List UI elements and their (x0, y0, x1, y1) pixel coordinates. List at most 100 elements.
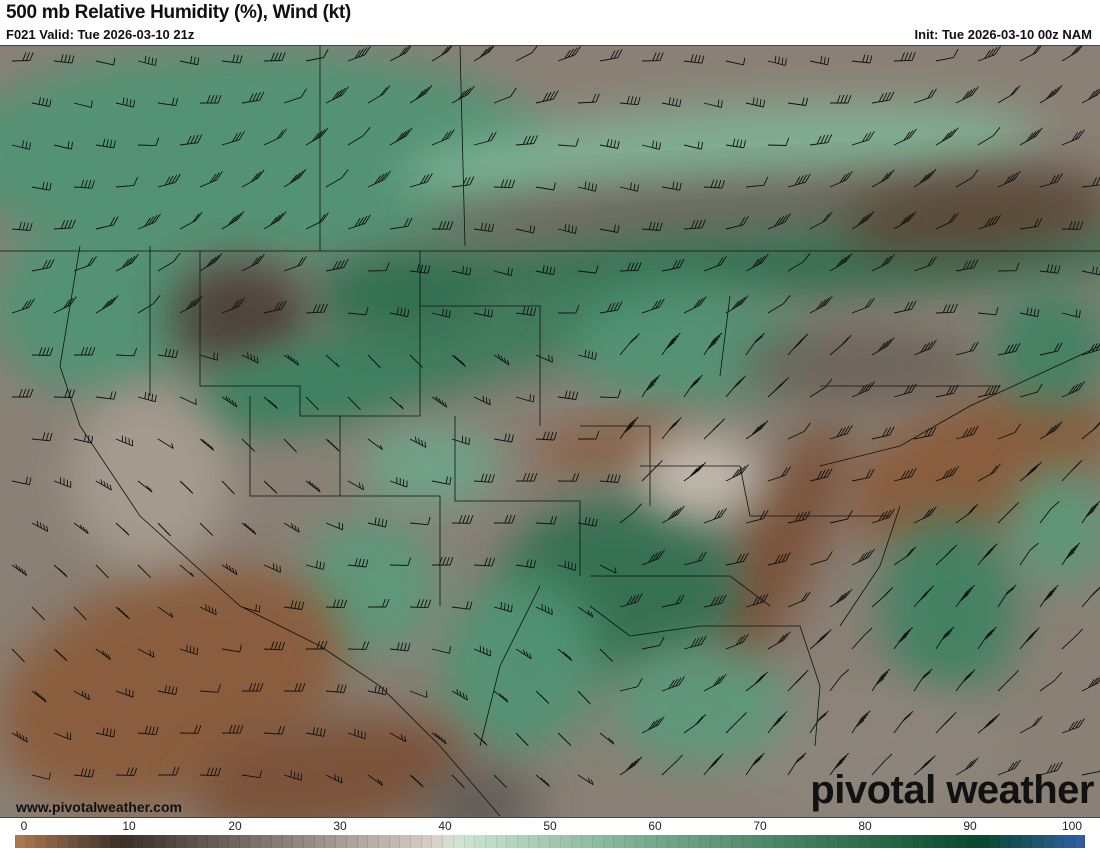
wind-barb (619, 756, 643, 776)
wind-barb (1081, 586, 1100, 608)
wind-barb (451, 774, 465, 789)
wind-barb (829, 510, 853, 524)
wind-barb (599, 473, 621, 483)
wind-barb (809, 134, 833, 146)
colorbar-cell (518, 835, 529, 848)
wind-barb (325, 599, 348, 609)
colorbar-cell (614, 835, 626, 848)
colorbar-cell (293, 835, 304, 848)
wind-barb (367, 170, 391, 188)
colorbar-cell (764, 835, 775, 848)
wind-barb (325, 258, 349, 272)
colorbar-cell (89, 835, 101, 848)
wind-barb (997, 670, 1019, 692)
wind-barb (347, 558, 369, 568)
colorbar-cell (956, 835, 968, 848)
wind-barb (1061, 628, 1084, 650)
wind-barb (557, 648, 573, 661)
wind-barb (473, 732, 488, 746)
wind-barb (221, 131, 245, 146)
wind-barb (263, 128, 287, 146)
wind-barb (53, 564, 68, 578)
wind-barb (367, 517, 388, 528)
wind-barb (179, 56, 200, 66)
wind-barb (73, 606, 87, 621)
wind-barb (599, 49, 623, 62)
wind-barb (1019, 307, 1040, 318)
wind-barb (241, 682, 264, 692)
colorbar-cell (849, 835, 861, 848)
wind-barb (95, 727, 116, 738)
wind-barb (829, 253, 853, 272)
colorbar-cell (346, 835, 358, 848)
wind-barb (977, 307, 999, 316)
wind-barb (263, 480, 278, 494)
wind-barb (389, 642, 411, 652)
wind-barb (158, 766, 180, 776)
wind-barb (473, 222, 495, 233)
wind-barb (535, 515, 557, 525)
wind-barb (599, 138, 620, 149)
colorbar-cell (400, 835, 412, 848)
wind-barb (1039, 421, 1063, 440)
wind-barb (53, 389, 76, 398)
wind-barb (53, 54, 75, 64)
wind-barb (73, 522, 89, 535)
wind-barb (1019, 127, 1043, 146)
wind-barb (389, 217, 413, 230)
colorbar-cell (196, 835, 208, 848)
colorbar-tick: 40 (438, 819, 452, 833)
wind-barb (767, 376, 790, 398)
wind-barb (851, 130, 875, 146)
wind-barb (977, 543, 998, 566)
wind-barb (115, 435, 134, 447)
colorbar-cell (742, 835, 754, 848)
wind-barb (199, 94, 222, 104)
wind-barb (557, 223, 577, 234)
colorbar-cell (817, 835, 829, 848)
wind-barb (641, 549, 665, 566)
colorbar-cell (421, 835, 433, 848)
wind-barb (661, 181, 682, 191)
wind-barb (851, 710, 871, 734)
humidity-region (360, 426, 500, 506)
wind-barb (661, 332, 681, 356)
humidity-region (710, 417, 850, 675)
colorbar-cell (485, 835, 497, 848)
wind-barb (809, 56, 830, 66)
wind-barb (11, 52, 34, 62)
wind-barb (577, 265, 599, 274)
wind-barb (305, 560, 325, 570)
humidity-wind-map[interactable] (0, 45, 1100, 818)
wind-barb (913, 426, 937, 440)
wind-barb (977, 384, 1001, 398)
colorbar-cell (239, 835, 251, 848)
wind-barb (955, 584, 975, 608)
wind-barb (493, 179, 516, 189)
wind-barb (935, 48, 959, 62)
wind-barb (473, 645, 491, 657)
init-time: Init: Tue 2026-03-10 00z NAM (914, 27, 1092, 42)
wind-barb (389, 46, 412, 62)
wind-barb (787, 173, 811, 188)
wind-barb (367, 774, 384, 786)
wind-barb (619, 95, 641, 106)
wind-barb (1039, 342, 1063, 356)
wind-barb (305, 127, 329, 146)
colorbar-cell (946, 835, 957, 848)
colorbar-cell (796, 835, 808, 848)
wind-barb (913, 168, 937, 188)
wind-barb (661, 505, 685, 524)
wind-barb (53, 296, 77, 314)
colorbar-tick: 50 (543, 819, 557, 833)
wind-barb (955, 425, 979, 440)
wind-barb (557, 138, 579, 147)
wind-barb (473, 308, 494, 318)
wind-barb (409, 436, 427, 448)
wind-barb (829, 669, 850, 692)
wind-barb (641, 140, 661, 150)
wind-barb (221, 395, 238, 408)
wind-barb (955, 169, 979, 188)
colorbar-cell (132, 835, 144, 848)
wind-barb (830, 94, 852, 104)
